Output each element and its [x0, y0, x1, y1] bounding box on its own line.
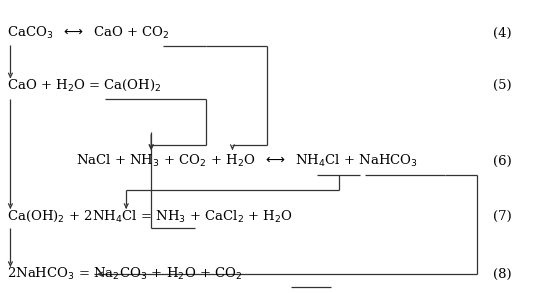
Text: CaO + H$_2$O = Ca(OH)$_2$: CaO + H$_2$O = Ca(OH)$_2$	[7, 78, 161, 93]
Text: (4): (4)	[493, 27, 512, 40]
Text: (8): (8)	[493, 268, 512, 281]
Text: 2NaHCO$_3$ = Na$_2$CO$_3$ + H$_2$O + CO$_2$: 2NaHCO$_3$ = Na$_2$CO$_3$ + H$_2$O + CO$…	[7, 266, 242, 282]
Text: CaCO$_3$  $\longleftrightarrow$  CaO + CO$_2$: CaCO$_3$ $\longleftrightarrow$ CaO + CO$…	[7, 25, 170, 41]
Text: Ca(OH)$_2$ + 2NH$_4$Cl = NH$_3$ + CaCl$_2$ + H$_2$O: Ca(OH)$_2$ + 2NH$_4$Cl = NH$_3$ + CaCl$_…	[7, 209, 293, 224]
Text: (7): (7)	[493, 210, 512, 223]
Text: (6): (6)	[493, 154, 512, 168]
Text: NaCl + NH$_3$ + CO$_2$ + H$_2$O  $\longleftrightarrow$  NH$_4$Cl + NaHCO$_3$: NaCl + NH$_3$ + CO$_2$ + H$_2$O $\longle…	[76, 153, 418, 169]
Text: (5): (5)	[493, 79, 512, 92]
